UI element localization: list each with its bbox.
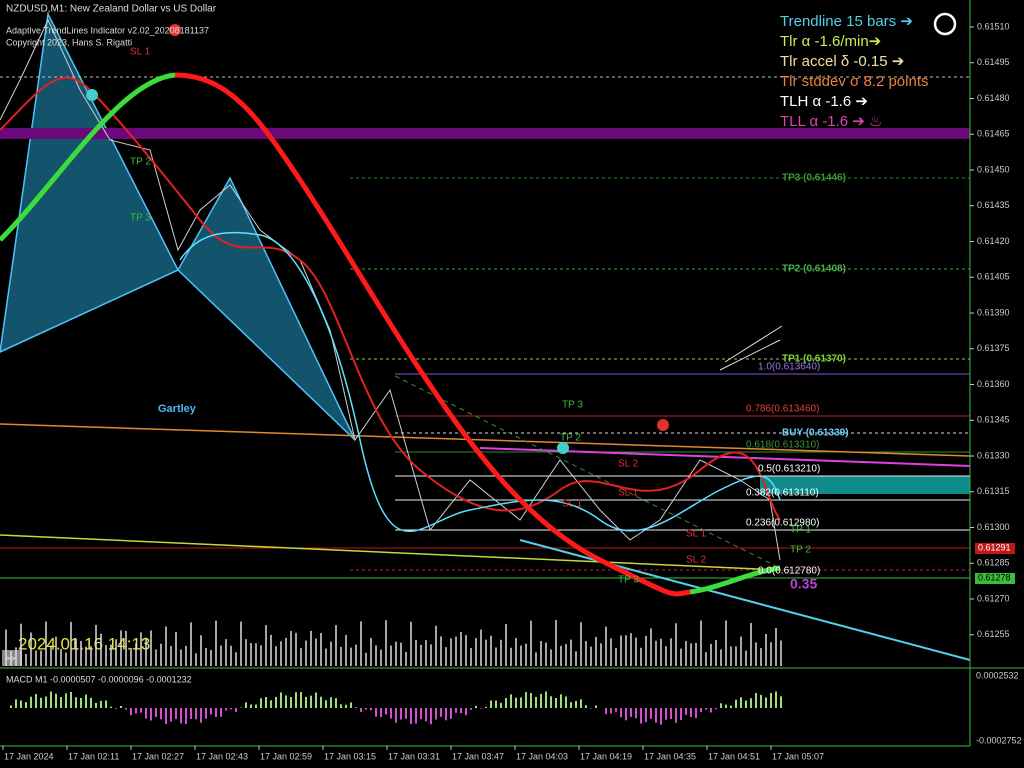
- price-axis-label: 0.61285: [977, 558, 1010, 568]
- level-label: TP3 (0.61446): [782, 173, 846, 184]
- price-axis-label: 0.61495: [977, 57, 1010, 67]
- time-axis-label: 17 Jan 02:11: [68, 751, 119, 761]
- indicator-name: Adaptive TrendLines Indicator v2.02_2020…: [6, 25, 209, 35]
- info-line: Trendline 15 bars ➔: [780, 13, 913, 30]
- price-line: [0, 18, 781, 561]
- info-line: Tlr stddev σ 8.2 points: [780, 73, 929, 90]
- macd-axis-label: 0.0002532: [976, 670, 1019, 680]
- time-axis-label: 17 Jan 02:43: [196, 751, 248, 761]
- level-label: 0.618(0.613310): [746, 440, 819, 451]
- level-label: BUY (0.61339): [782, 428, 849, 439]
- signal-dot: [557, 442, 569, 454]
- symbol-title: NZDUSD,M1: New Zealand Dollar vs US Doll…: [6, 4, 217, 15]
- channel: [719, 339, 781, 371]
- level-label: 0.382(0.613110): [746, 488, 819, 499]
- time-axis-label: 17 Jan 03:31: [388, 751, 440, 761]
- price-axis-label: 0.61330: [977, 450, 1010, 460]
- price-axis-label: 0.61405: [977, 272, 1010, 282]
- time-axis-label: 17 Jan 2024: [4, 751, 54, 761]
- time-axis-label: 17 Jan 04:35: [644, 751, 696, 761]
- scroll-button[interactable]: [2, 650, 22, 666]
- logo: [933, 12, 957, 36]
- trade-label: TP 2: [560, 433, 581, 444]
- time-axis-label: 17 Jan 05:07: [772, 751, 824, 761]
- pattern-label: Gartley: [158, 403, 197, 415]
- level-label: 0.0(0.612780): [758, 566, 820, 577]
- level-label: TP2 (0.61408): [782, 264, 846, 275]
- trade-label: SL 2: [686, 555, 707, 566]
- signal-dot: [169, 24, 181, 36]
- channel: [724, 325, 783, 363]
- info-line: Tlr α -1.6/min➔: [780, 33, 881, 50]
- resistance-band: [0, 128, 970, 139]
- trade-label: TP 3: [130, 213, 151, 224]
- price-axis-label: 0.61375: [977, 343, 1010, 353]
- price-axis-label: 0.61345: [977, 415, 1010, 425]
- price-tag: 0.61291: [978, 542, 1011, 552]
- trade-label: SL 1: [686, 529, 707, 540]
- info-line: TLH α -1.6 ➔: [780, 93, 868, 110]
- price-axis-label: 0.61360: [977, 379, 1010, 389]
- price-axis-label: 0.61510: [977, 21, 1010, 31]
- price-axis-label: 0.61255: [977, 629, 1010, 639]
- level-label: 0.236(0.612980): [746, 518, 819, 529]
- price-axis-label: 0.61420: [977, 236, 1010, 246]
- trade-label: TP 1: [790, 525, 811, 536]
- time-axis-label: 17 Jan 03:47: [452, 751, 504, 761]
- trendline: [0, 423, 971, 457]
- level-label: 0.5(0.613210): [758, 464, 820, 475]
- trade-label: TP 3: [562, 400, 583, 411]
- price-tag: 0.61278: [978, 572, 1011, 582]
- signal-dot: [657, 419, 669, 431]
- time-axis-label: 17 Jan 02:59: [260, 751, 312, 761]
- moving-average: [0, 76, 781, 521]
- adaptive-trendline: [174, 72, 691, 597]
- time-axis-label: 17 Jan 04:19: [580, 751, 632, 761]
- price-tag-bg: [975, 573, 1015, 584]
- price-axis-label: 0.61450: [977, 164, 1010, 174]
- price-axis-label: 0.61315: [977, 486, 1010, 496]
- price-tag-bg: [975, 543, 1015, 554]
- price-axis-label: 0.61465: [977, 129, 1010, 139]
- adaptive-trendline: [0, 72, 176, 242]
- gartley-xab: [0, 11, 180, 353]
- price-axis-label: 0.61435: [977, 200, 1010, 210]
- copyright: Copyright 2023, Hans S. Rigatti: [6, 37, 132, 47]
- level-label: 0.786(0.613460): [746, 404, 819, 415]
- trade-label: TP 2: [130, 157, 151, 168]
- trade-label: TP 3: [618, 575, 639, 586]
- adaptive-trendline: [689, 565, 781, 595]
- time-axis-label: 17 Jan 04:03: [516, 751, 568, 761]
- ratio-label: 0.35: [790, 576, 817, 592]
- info-line: Tlr accel δ -0.15 ➔: [780, 53, 904, 70]
- trade-label: SL 1: [618, 488, 639, 499]
- time-axis-label: 17 Jan 02:27: [132, 751, 184, 761]
- price-axis-label: 0.61390: [977, 307, 1010, 317]
- trade-label: SL 2: [618, 459, 639, 470]
- time-axis-label: 17 Jan 04:51: [708, 751, 760, 761]
- info-line: TLL α -1.6 ➔ ♨: [780, 113, 883, 130]
- moving-average: [179, 231, 781, 533]
- macd-title: MACD M1 -0.0000507 -0.0000096 -0.0001232: [6, 674, 192, 684]
- level-label: TP1 (0.61370): [782, 354, 846, 365]
- signal-dot: [86, 89, 98, 101]
- macd-axis-label: -0.0002752: [976, 735, 1022, 745]
- price-axis-label: 0.61300: [977, 522, 1010, 532]
- price-axis-label: 0.61480: [977, 93, 1010, 103]
- trendline: [0, 534, 781, 571]
- trade-label: SL 1: [562, 499, 583, 510]
- level-label: 1.0(0.613640): [758, 362, 820, 373]
- time-axis-label: 17 Jan 03:15: [324, 751, 376, 761]
- zone-box: [760, 476, 970, 494]
- trade-label: TP 2: [790, 545, 811, 556]
- price-axis-label: 0.61270: [977, 593, 1010, 603]
- trade-label: SL 1: [130, 47, 151, 58]
